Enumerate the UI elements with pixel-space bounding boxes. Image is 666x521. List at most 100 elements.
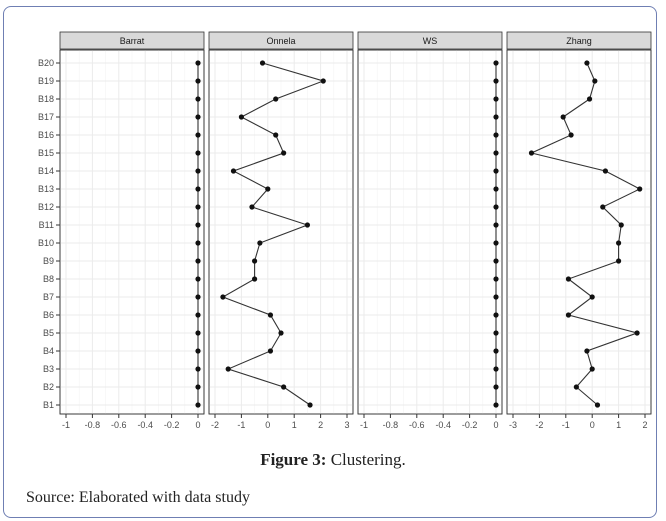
y-tick-label-b17: B17 bbox=[38, 112, 54, 122]
point-barrat-b11 bbox=[195, 222, 201, 228]
point-barrat-b19 bbox=[195, 78, 201, 84]
point-ws-b17 bbox=[493, 114, 499, 120]
x-tick-label-zhang: -1 bbox=[562, 420, 570, 430]
point-zhang-b1 bbox=[594, 402, 601, 408]
point-onnela-b3 bbox=[225, 366, 231, 372]
x-tick-label-zhang: 1 bbox=[616, 420, 621, 430]
figure-caption: Figure 3: Clustering. bbox=[0, 450, 666, 470]
point-onnela-b5 bbox=[278, 330, 284, 336]
x-tick-label-zhang: 0 bbox=[590, 420, 595, 430]
y-tick-label-b8: B8 bbox=[43, 274, 54, 284]
caption-label: Figure 3: bbox=[260, 450, 327, 469]
x-tick-label-barrat: -1 bbox=[62, 420, 70, 430]
point-zhang-b11 bbox=[618, 222, 624, 228]
point-barrat-b10 bbox=[195, 240, 201, 246]
point-barrat-b6 bbox=[195, 312, 201, 318]
point-ws-b2 bbox=[493, 384, 499, 390]
y-tick-label-b4: B4 bbox=[43, 346, 54, 356]
point-zhang-b9 bbox=[616, 258, 622, 264]
point-ws-b5 bbox=[493, 330, 499, 336]
point-onnela-b18 bbox=[273, 96, 279, 102]
point-barrat-b8 bbox=[195, 276, 201, 282]
point-ws-b20 bbox=[493, 60, 499, 66]
point-zhang-b16 bbox=[568, 132, 574, 138]
y-tick-label-b5: B5 bbox=[43, 328, 54, 338]
point-zhang-b19 bbox=[592, 78, 598, 84]
x-tick-label-barrat: -0.6 bbox=[111, 420, 127, 430]
y-tick-label-b19: B19 bbox=[38, 76, 54, 86]
point-zhang-b5 bbox=[634, 330, 640, 336]
point-zhang-b14 bbox=[602, 168, 609, 174]
y-tick-label-b7: B7 bbox=[43, 292, 54, 302]
point-onnela-b8 bbox=[252, 276, 258, 282]
y-tick-label-b9: B9 bbox=[43, 256, 54, 266]
x-tick-label-onnela: 1 bbox=[292, 420, 297, 430]
point-onnela-b20 bbox=[259, 60, 266, 66]
x-tick-label-onnela: -1 bbox=[237, 420, 245, 430]
point-zhang-b17 bbox=[560, 114, 566, 120]
point-barrat-b14 bbox=[195, 168, 201, 174]
strip-label-ws: WS bbox=[423, 36, 438, 46]
point-ws-b7 bbox=[493, 294, 499, 300]
panel-border-onnela bbox=[208, 49, 354, 415]
point-ws-b14 bbox=[493, 168, 499, 174]
y-tick-label-b14: B14 bbox=[38, 166, 54, 176]
point-zhang-b15 bbox=[528, 150, 535, 156]
x-tick-label-barrat: -0.2 bbox=[164, 420, 180, 430]
x-tick-label-onnela: 3 bbox=[344, 420, 349, 430]
y-tick-label-b3: B3 bbox=[43, 364, 54, 374]
point-onnela-b4 bbox=[267, 348, 274, 354]
x-tick-label-onnela: 2 bbox=[318, 420, 323, 430]
point-onnela-b2 bbox=[281, 384, 287, 390]
strip-label-barrat: Barrat bbox=[120, 36, 145, 46]
y-tick-label-b15: B15 bbox=[38, 148, 54, 158]
point-zhang-b8 bbox=[565, 276, 572, 282]
point-barrat-b9 bbox=[195, 258, 201, 264]
point-barrat-b2 bbox=[195, 384, 201, 390]
point-zhang-b6 bbox=[565, 312, 572, 318]
point-onnela-b15 bbox=[281, 150, 287, 156]
point-barrat-b1 bbox=[195, 402, 201, 408]
x-tick-label-barrat: -0.4 bbox=[137, 420, 153, 430]
point-ws-b4 bbox=[493, 348, 499, 354]
point-ws-b15 bbox=[493, 150, 499, 156]
point-onnela-b1 bbox=[307, 402, 313, 408]
point-zhang-b7 bbox=[589, 294, 595, 300]
point-ws-b6 bbox=[493, 312, 499, 318]
point-zhang-b20 bbox=[584, 60, 590, 66]
point-barrat-b13 bbox=[195, 186, 201, 192]
point-barrat-b5 bbox=[195, 330, 201, 336]
strip-zhang bbox=[506, 31, 652, 50]
x-tick-label-zhang: -2 bbox=[535, 420, 543, 430]
x-tick-label-barrat: -0.8 bbox=[85, 420, 101, 430]
point-barrat-b7 bbox=[195, 294, 201, 300]
point-ws-b11 bbox=[493, 222, 499, 228]
x-tick-label-barrat: 0 bbox=[195, 420, 200, 430]
point-onnela-b17 bbox=[238, 114, 244, 120]
point-ws-b1 bbox=[493, 402, 499, 408]
caption-text: Clustering. bbox=[330, 450, 406, 469]
point-barrat-b20 bbox=[195, 60, 201, 66]
point-ws-b18 bbox=[493, 96, 499, 102]
point-ws-b3 bbox=[493, 366, 499, 372]
strip-onnela bbox=[208, 31, 354, 50]
strip-barrat bbox=[59, 31, 205, 50]
point-zhang-b3 bbox=[589, 366, 595, 372]
y-tick-label-b2: B2 bbox=[43, 382, 54, 392]
panel-border-zhang bbox=[506, 49, 652, 415]
series-line-onnela bbox=[221, 62, 325, 406]
point-ws-b10 bbox=[493, 240, 499, 246]
point-onnela-b10 bbox=[257, 240, 263, 246]
point-onnela-b13 bbox=[265, 186, 271, 192]
point-onnela-b16 bbox=[273, 132, 279, 138]
point-zhang-b10 bbox=[616, 240, 622, 246]
point-ws-b13 bbox=[493, 186, 499, 192]
point-barrat-b16 bbox=[195, 132, 201, 138]
point-zhang-b12 bbox=[600, 204, 606, 210]
point-barrat-b17 bbox=[195, 114, 201, 120]
y-tick-label-b10: B10 bbox=[38, 238, 54, 248]
x-tick-label-ws: -0.8 bbox=[383, 420, 399, 430]
x-tick-label-ws: -0.2 bbox=[462, 420, 478, 430]
x-tick-label-onnela: 0 bbox=[265, 420, 270, 430]
point-ws-b19 bbox=[493, 78, 499, 84]
